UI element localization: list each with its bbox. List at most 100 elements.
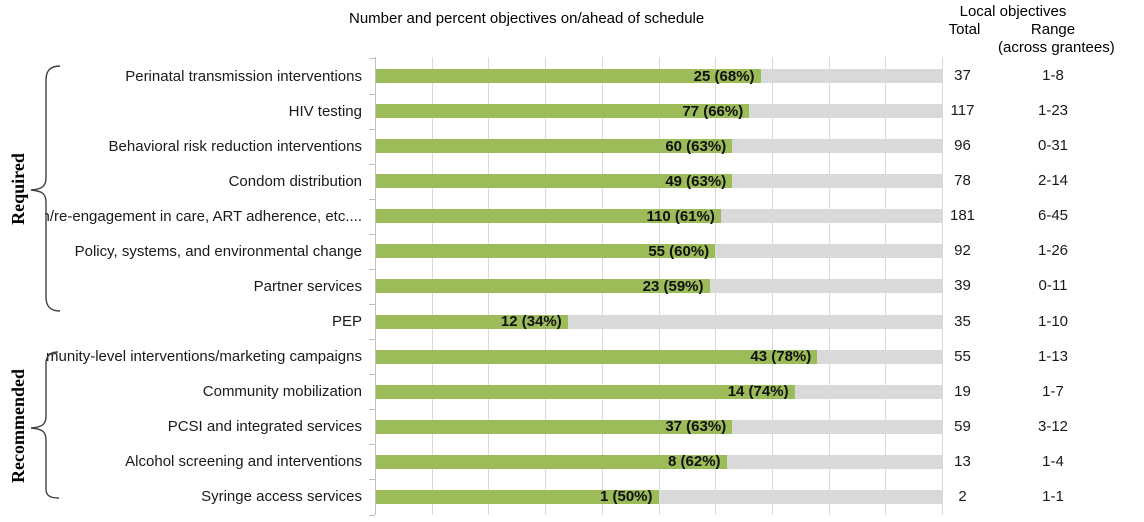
total-value: 59 <box>954 417 971 435</box>
total-value: 117 <box>950 102 975 120</box>
bar-track: 49 (63%) <box>375 172 942 190</box>
category-label: Community-level interventions/marketing … <box>45 348 362 366</box>
bar-track: 12 (34%) <box>375 313 942 331</box>
range-value: 1-23 <box>1037 102 1069 120</box>
bar-value-label: 12 (34%) <box>500 313 562 331</box>
bar-value-label: 55 (60%) <box>648 242 710 260</box>
category-label: Policy, systems, and environmental chang… <box>74 242 362 260</box>
axis-tick <box>369 514 375 516</box>
axis-tick <box>369 268 375 270</box>
axis-tick <box>369 128 375 130</box>
bar-value-label: 110 (61%) <box>646 207 715 225</box>
bar-fill: 23 (59%) <box>375 277 710 295</box>
axis-tick <box>369 58 375 60</box>
range-value: 0-31 <box>1037 137 1069 155</box>
range-value: 0-11 <box>1038 277 1068 295</box>
total-value: 39 <box>954 277 971 295</box>
bar-value-label: 23 (59%) <box>642 277 704 295</box>
bar-fill: 49 (63%) <box>375 172 733 190</box>
range-value: 1-1 <box>1042 487 1064 505</box>
range-value: 6-45 <box>1037 207 1069 225</box>
total-value: 181 <box>949 207 976 225</box>
axis-tick <box>369 233 375 235</box>
bar-track: 77 (66%) <box>375 102 942 120</box>
range-value: 1-4 <box>1042 452 1064 470</box>
bar-fill: 77 (66%) <box>375 102 750 120</box>
range-value: 1-10 <box>1037 312 1069 330</box>
axis-tick <box>369 163 375 165</box>
total-value: 13 <box>954 452 971 470</box>
bar-track: 43 (78%) <box>375 348 942 366</box>
total-value: 2 <box>958 487 967 505</box>
range-value: 3-12 <box>1037 417 1069 435</box>
category-label: Community mobilization <box>202 383 362 401</box>
category-label: Partner services <box>253 277 362 295</box>
category-label: Behavioral risk reduction interventions <box>108 137 362 155</box>
range-value: 1-26 <box>1037 242 1069 260</box>
total-column-header: Total <box>948 21 981 38</box>
range-value: 2-14 <box>1037 172 1069 190</box>
range-value: 1-7 <box>1042 382 1064 400</box>
category-label: Perinatal transmission interventions <box>125 67 362 85</box>
category-label: Retention/re-engagement in care, ART adh… <box>45 207 362 225</box>
bar-value-label: 60 (63%) <box>665 137 727 155</box>
category-label: PCSI and integrated services <box>167 418 362 436</box>
axis-tick <box>369 339 375 341</box>
bar-fill: 37 (63%) <box>375 418 733 436</box>
bar-track: 25 (68%) <box>375 67 942 85</box>
group-label-required: Required <box>8 153 28 225</box>
total-value: 35 <box>954 312 971 330</box>
bar-value-label: 43 (78%) <box>750 348 812 366</box>
bar-track: 37 (63%) <box>375 418 942 436</box>
local-objectives-header: Local objectives <box>959 3 1067 20</box>
range-column-subheader: (across grantees) <box>998 39 1115 56</box>
category-axis-line <box>375 57 376 515</box>
bar-fill: 14 (74%) <box>375 383 795 400</box>
category-label: Condom distribution <box>228 172 362 190</box>
axis-tick <box>369 198 375 200</box>
bar-value-label: 37 (63%) <box>665 418 727 436</box>
category-label: Syringe access services <box>201 488 362 506</box>
bar-fill: 55 (60%) <box>375 242 716 260</box>
axis-tick <box>369 409 375 411</box>
bar-fill: 1 (50%) <box>375 488 659 506</box>
bar-fill: 60 (63%) <box>375 137 733 155</box>
legend-label: Number and percent objectives on/ahead o… <box>349 10 705 27</box>
legend: Number and percent objectives on/ahead o… <box>333 10 704 27</box>
bar-fill: 8 (62%) <box>375 453 727 471</box>
group-label-recommended: Recommended <box>8 369 28 483</box>
axis-tick <box>369 374 375 376</box>
category-label: Alcohol screening and interventions <box>125 453 362 471</box>
bar-track: 110 (61%) <box>375 207 942 225</box>
range-value: 1-8 <box>1042 67 1064 84</box>
total-value: 78 <box>954 172 971 190</box>
bar-fill: 25 (68%) <box>375 67 761 85</box>
bar-track: 1 (50%) <box>375 488 942 506</box>
category-label: HIV testing <box>288 102 362 120</box>
axis-tick <box>369 479 375 481</box>
legend-swatch-icon <box>333 14 343 24</box>
axis-tick <box>369 444 375 446</box>
bar-value-label: 1 (50%) <box>599 488 653 506</box>
bar-track: 60 (63%) <box>375 137 942 155</box>
total-value: 96 <box>954 137 971 155</box>
bar-value-label: 49 (63%) <box>665 172 727 190</box>
bar-value-label: 77 (66%) <box>682 102 744 120</box>
bar-track: 55 (60%) <box>375 242 942 260</box>
bar-fill: 12 (34%) <box>375 313 568 331</box>
range-value: 1-13 <box>1037 347 1069 365</box>
bar-fill: 43 (78%) <box>375 348 818 366</box>
bar-track: 23 (59%) <box>375 277 942 295</box>
bar-value-label: 25 (68%) <box>693 67 755 85</box>
gridline <box>942 57 943 515</box>
total-value: 19 <box>954 382 971 400</box>
bar-value-label: 8 (62%) <box>668 453 721 471</box>
total-value: 92 <box>954 242 971 260</box>
bar-track: 8 (62%) <box>375 453 942 471</box>
total-value: 37 <box>954 67 971 84</box>
range-column-header: Range <box>1030 21 1076 38</box>
axis-tick <box>369 93 375 95</box>
bar-fill: 110 (61%) <box>375 207 721 225</box>
total-value: 55 <box>954 347 971 365</box>
